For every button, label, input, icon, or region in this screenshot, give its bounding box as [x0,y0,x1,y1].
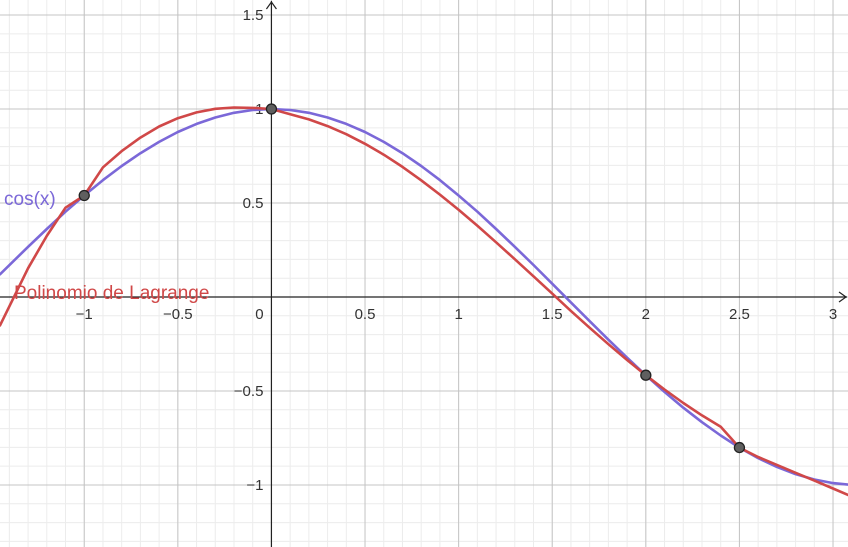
x-tick-label: 0 [255,306,263,323]
y-tick-label: −0.5 [234,383,264,400]
interpolation-point[interactable] [640,369,652,381]
interpolation-points[interactable] [78,103,746,454]
interpolation-point[interactable] [733,441,746,454]
x-tick-label: 2.5 [729,306,750,323]
x-tick-label: 1 [454,306,462,323]
y-tick-label: 0.5 [243,195,264,212]
x-tick-label: −1 [76,306,93,323]
series-label-cos[interactable]: cos(x) [4,189,56,210]
interpolation-point[interactable] [265,103,278,115]
interpolation-point[interactable] [78,189,90,202]
series-label-lagrange[interactable]: Polinomio de Lagrange [14,283,209,304]
y-tick-label: −1 [246,477,263,494]
x-tick-label: 1.5 [542,306,563,323]
cos-curve[interactable] [0,107,848,486]
lagrange-curve[interactable] [0,106,848,497]
x-tick-label: 3 [829,306,837,323]
x-tick-label: −0.5 [163,306,193,323]
y-tick-label: 1.5 [243,7,264,24]
x-tick-labels: −1 −0.5 0 0.5 1 1.5 2 2.5 3 [76,306,838,323]
curve-labels: cos(x) Polinomio de Lagrange [4,189,209,304]
x-axis-arrow [838,291,848,303]
curves[interactable] [0,106,848,497]
x-tick-label: 0.5 [355,306,376,323]
x-tick-label: 2 [642,306,650,323]
y-axis-arrow [265,0,277,10]
